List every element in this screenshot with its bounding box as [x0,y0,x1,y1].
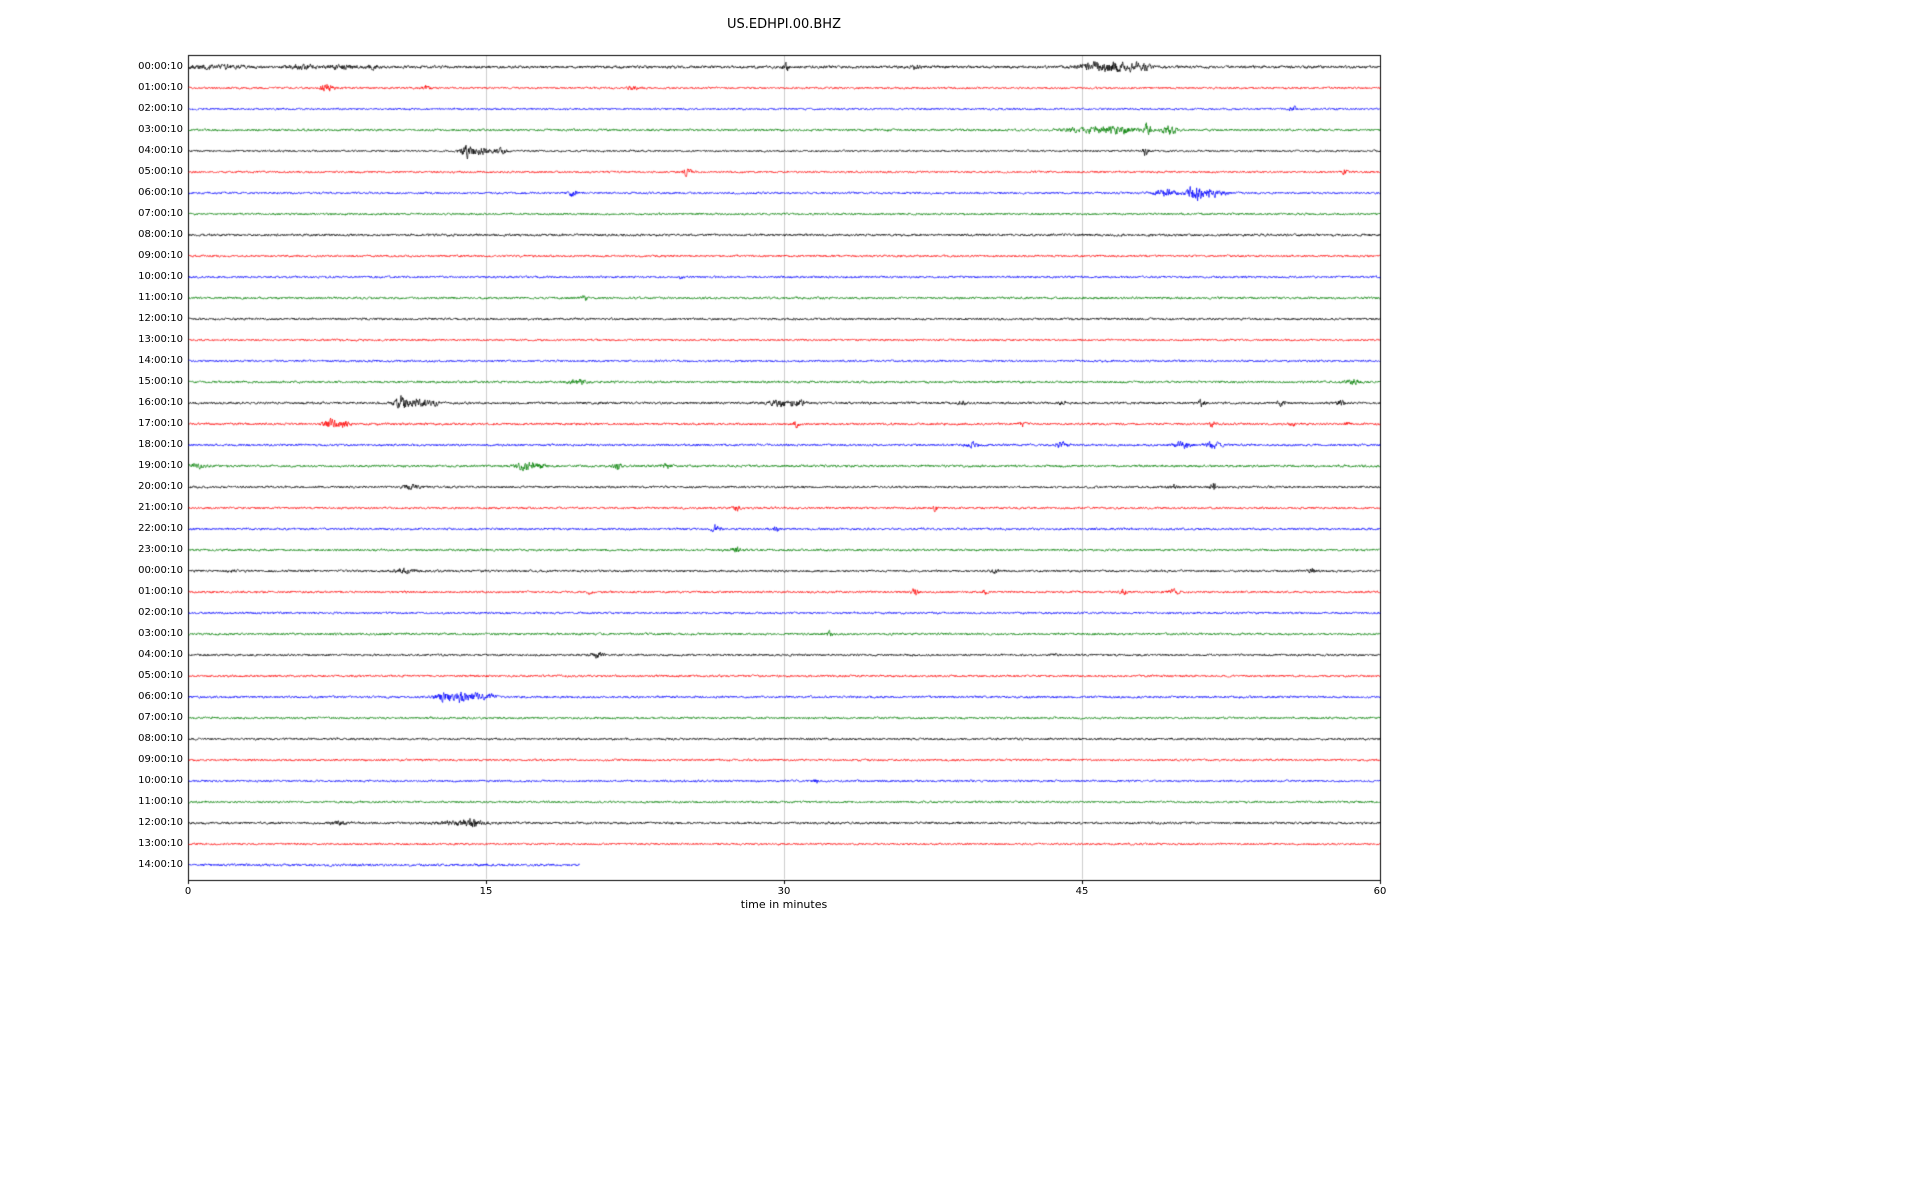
trace-label: 07:00:10 [138,712,183,723]
trace-label: 10:00:10 [138,775,183,786]
trace-label: 13:00:10 [138,334,183,345]
trace-label: 04:00:10 [138,145,183,156]
trace-label: 01:00:10 [138,82,183,93]
trace-label: 14:00:10 [138,355,183,366]
trace-label: 11:00:10 [138,796,183,807]
trace-label: 22:00:10 [138,523,183,534]
plot-title: US.EDHPI.00.BHZ [727,17,841,32]
x-tick-label: 45 [1075,886,1089,897]
trace-label: 06:00:10 [138,691,183,702]
trace-label: 23:00:10 [138,544,183,555]
trace-label: 13:00:10 [138,838,183,849]
trace-label: 01:00:10 [138,586,183,597]
trace-label: 09:00:10 [138,250,183,261]
x-tick-label: 60 [1373,886,1387,897]
trace-label: 00:00:10 [138,565,183,576]
trace-label: 20:00:10 [138,481,183,492]
trace-label: 18:00:10 [138,439,183,450]
trace-label: 08:00:10 [138,733,183,744]
trace-label: 03:00:10 [138,628,183,639]
trace-label: 21:00:10 [138,502,183,513]
trace-label: 10:00:10 [138,271,183,282]
trace-label: 00:00:10 [138,61,183,72]
trace-label: 17:00:10 [138,418,183,429]
x-tick-label: 30 [777,886,791,897]
x-tick-label: 15 [479,886,493,897]
trace-label: 16:00:10 [138,397,183,408]
trace-label: 06:00:10 [138,187,183,198]
trace-label: 02:00:10 [138,103,183,114]
trace-label: 12:00:10 [138,817,183,828]
trace-label: 02:00:10 [138,607,183,618]
trace-label: 15:00:10 [138,376,183,387]
trace-label: 03:00:10 [138,124,183,135]
trace-label: 05:00:10 [138,166,183,177]
trace-label: 08:00:10 [138,229,183,240]
trace-label: 07:00:10 [138,208,183,219]
trace-label: 09:00:10 [138,754,183,765]
trace-label: 12:00:10 [138,313,183,324]
trace-label: 04:00:10 [138,649,183,660]
trace-label: 14:00:10 [138,859,183,870]
x-axis-label: time in minutes [740,898,828,911]
trace-label: 11:00:10 [138,292,183,303]
trace-label: 19:00:10 [138,460,183,471]
trace-label: 05:00:10 [138,670,183,681]
x-tick-label: 0 [184,886,192,897]
